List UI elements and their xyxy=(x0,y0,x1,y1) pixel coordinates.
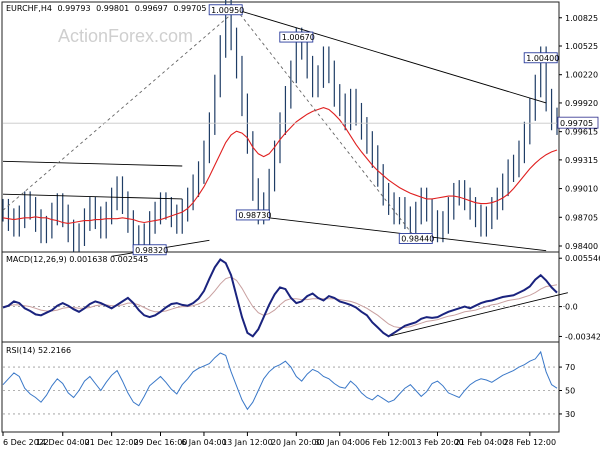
axis-layer: 1.00825 1.00525 1.00220 0.99920 0.99615 0.993… xyxy=(2,14,600,447)
current-price-box xyxy=(557,116,599,129)
current-price-label: 0.99705 xyxy=(560,119,593,128)
x-tick-label: 6 Dec 2022 xyxy=(3,438,49,447)
macd-y-tick-label: -0.003423 xyxy=(565,332,600,341)
price-level-box xyxy=(235,209,270,221)
rsi-line xyxy=(2,350,558,411)
price-level-box xyxy=(398,233,433,244)
price-y-tick-label: 0.98400 xyxy=(565,242,598,251)
price-layer: 1.00950 1.00670 1.00400 0.98730 0.98320 0.984… xyxy=(2,0,559,257)
macd-y-tick-label: 0.005546 xyxy=(565,254,600,263)
rsi-y-tick-label: 50 xyxy=(565,387,575,396)
rsi-layer xyxy=(2,350,558,415)
price-y-tick-label: 0.99615 xyxy=(565,128,598,137)
price-trendline xyxy=(236,9,547,104)
rsi-y-tick-label: 30 xyxy=(565,410,575,419)
macd-trendline xyxy=(388,292,568,337)
x-tick-label: 14 Dec 04:00 xyxy=(36,438,90,447)
rsi-panel-frame xyxy=(1,341,560,433)
macd-signal-line xyxy=(2,276,558,328)
price-trendline xyxy=(2,193,183,200)
x-tick-label: 28 Feb 12:00 xyxy=(504,438,556,447)
price-y-tick-label: 0.99920 xyxy=(565,99,598,108)
price-level-label: 0.98320 xyxy=(135,246,168,255)
price-y-tick-label: 1.00825 xyxy=(565,14,598,23)
price-y-tick-label: 0.98705 xyxy=(565,213,598,222)
macd-main-line xyxy=(2,258,558,338)
x-tick-label: 21 Dec 12:00 xyxy=(85,438,139,447)
x-tick-label: 6 Jan 04:00 xyxy=(181,438,227,447)
rsi-y-tick-label: 70 xyxy=(565,363,575,372)
svg-text:EURCHF,H4 0.99793 0.99: EURCHF,H4 0.99793 0.99801 0.99697 0.9970… xyxy=(6,4,206,13)
ohlc-close: 0.99705 xyxy=(173,4,206,13)
x-tick-label: 21 Feb 04:00 xyxy=(455,438,507,447)
symbol-label: EURCHF,H4 xyxy=(6,4,52,13)
price-y-tick-label: 0.99010 xyxy=(565,185,598,194)
macd-title: MACD(12,26,9) 0.001638 0.002545 xyxy=(6,255,148,264)
price-y-tick-label: 1.00220 xyxy=(565,71,598,80)
watermark: ActionForex.com xyxy=(58,26,193,46)
price-level-box xyxy=(132,244,167,256)
price-level-label: 0.98440 xyxy=(401,234,434,243)
x-tick-label: 13 Jan 12:00 xyxy=(222,438,273,447)
price-level-label: 1.00400 xyxy=(526,54,559,63)
price-y-tick-label: 0.99315 xyxy=(565,156,598,165)
x-tick-label: 13 Feb 20:00 xyxy=(411,438,463,447)
price-level-label: 1.00950 xyxy=(211,6,244,15)
rsi-title: RSI(14) 52.2166 xyxy=(6,346,71,355)
price-level-box xyxy=(208,4,243,16)
ohlc-high: 0.99801 xyxy=(96,4,129,13)
price-level-label: 0.98730 xyxy=(238,211,271,220)
price-level-box xyxy=(523,52,558,64)
x-tick-label: 30 Jan 04:00 xyxy=(314,438,365,447)
macd-y-tick-label: 0.0 xyxy=(565,303,578,312)
macd-panel-frame xyxy=(1,251,560,343)
price-level-label: 1.00670 xyxy=(282,33,315,42)
price-level-box xyxy=(279,31,314,43)
ohlc-low: 0.99697 xyxy=(135,4,168,13)
x-tick-label: 6 Feb 12:00 xyxy=(365,438,412,447)
price-trendline xyxy=(2,160,183,167)
moving-average-line xyxy=(2,107,558,224)
x-tick-label: 29 Dec 16:00 xyxy=(134,438,188,447)
x-tick-label: 20 Jan 20:00 xyxy=(271,438,322,447)
macd-layer xyxy=(2,258,568,338)
ohlc-open: 0.99793 xyxy=(57,4,90,13)
price-trendline xyxy=(236,9,417,239)
price-y-tick-label: 1.00525 xyxy=(565,42,598,51)
